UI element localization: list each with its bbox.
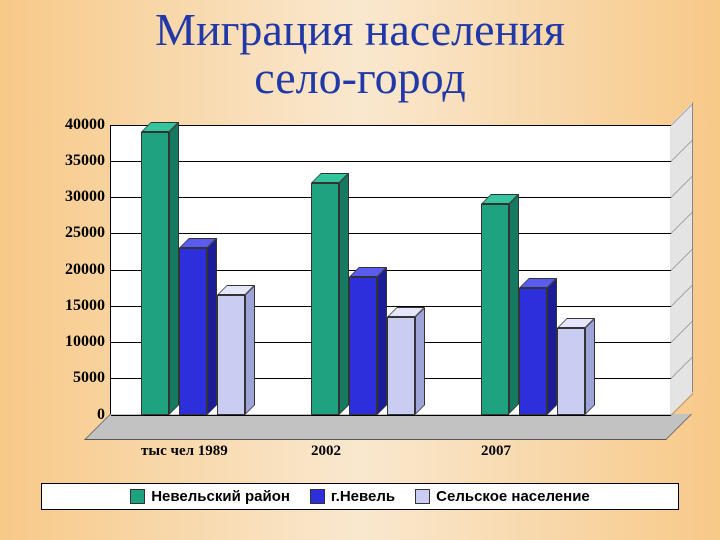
bar — [481, 204, 509, 414]
y-tick-label: 10000 — [65, 333, 111, 351]
bar — [557, 328, 585, 415]
title-line-2: село-город — [254, 52, 465, 103]
bar — [217, 295, 245, 415]
bar-front — [349, 277, 377, 415]
bar-front — [387, 317, 415, 415]
legend-swatch — [130, 489, 145, 504]
y-tick-label: 5000 — [73, 369, 111, 387]
bar-front — [179, 248, 207, 415]
bar — [179, 248, 207, 415]
legend-item: г.Невель — [310, 488, 395, 505]
legend-swatch — [415, 489, 430, 504]
bar-front — [217, 295, 245, 415]
bar-side — [207, 238, 217, 415]
bar-front — [481, 204, 509, 414]
x-tick-label: тыс чел 1989 — [141, 443, 228, 460]
bar-side — [169, 122, 179, 415]
legend-label: Сельское население — [436, 488, 590, 505]
migration-chart: 0 5000 10000 15000 20000 25000 30000 35000 40000… — [40, 115, 680, 455]
plot-area: 0500010000150002000025000300003500040000… — [110, 125, 671, 416]
bar-front — [557, 328, 585, 415]
gridline — [111, 233, 671, 234]
bar-side — [585, 318, 595, 415]
bar — [311, 183, 339, 415]
bar — [519, 288, 547, 415]
bar-side — [547, 278, 557, 415]
bar-front — [141, 132, 169, 415]
legend-item: Невельский район — [130, 488, 290, 505]
gridline — [111, 161, 671, 162]
legend-label: г.Невель — [331, 488, 395, 505]
chart-floor — [84, 414, 692, 440]
bar-side — [509, 194, 519, 414]
title-line-1: Миграция населения — [155, 4, 565, 55]
bar-front — [311, 183, 339, 415]
x-tick-label: 2007 — [481, 443, 511, 460]
bar-side — [245, 285, 255, 415]
y-tick-label: 35000 — [65, 152, 111, 170]
legend-label: Невельский район — [151, 488, 290, 505]
legend-item: Сельское население — [415, 488, 590, 505]
page-title: Миграция населения село-город — [0, 0, 720, 103]
bar-side — [377, 267, 387, 415]
y-tick-label: 0 — [97, 406, 111, 424]
legend-swatch — [310, 489, 325, 504]
bar — [349, 277, 377, 415]
bar-side — [415, 307, 425, 415]
y-tick-label: 25000 — [65, 224, 111, 242]
bar-front — [519, 288, 547, 415]
y-tick-label: 15000 — [65, 297, 111, 315]
y-tick-label: 20000 — [65, 261, 111, 279]
gridline — [111, 415, 671, 416]
bar — [141, 132, 169, 415]
bar — [387, 317, 415, 415]
gridline — [111, 197, 671, 198]
gridline — [111, 125, 671, 126]
legend: Невельский район г.Невель Сельское населен… — [41, 483, 679, 510]
x-tick-label: 2002 — [311, 443, 341, 460]
y-tick-label: 40000 — [65, 116, 111, 134]
y-tick-label: 30000 — [65, 188, 111, 206]
bar-side — [339, 173, 349, 415]
